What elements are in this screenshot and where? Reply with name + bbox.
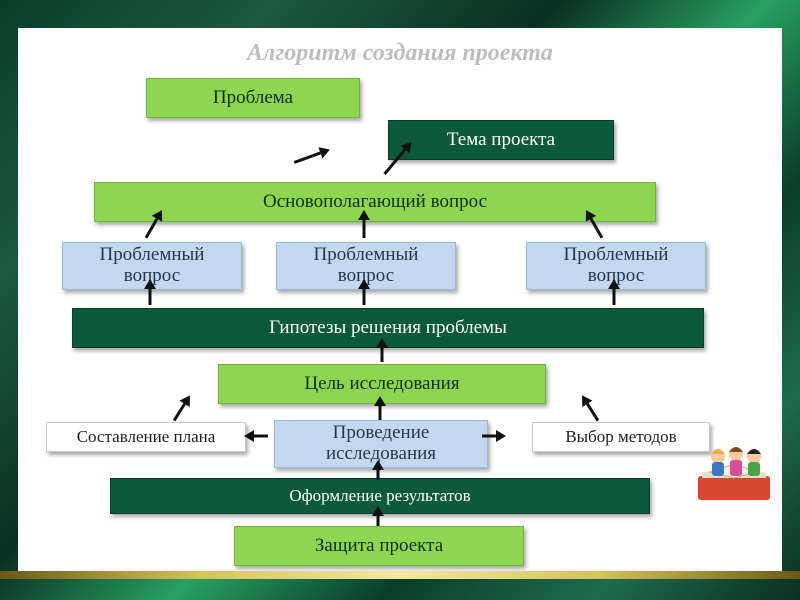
slide-outer: Алгоритм создания проекта Проблема Тема п… [0,0,800,600]
children-reading-icon [696,442,772,502]
box-zashchita: Защита проекта [234,526,524,566]
slide-panel: Алгоритм создания проекта Проблема Тема п… [18,28,782,572]
box-metody: Выбор методов [532,422,710,452]
arrow-icon [574,390,607,426]
arrow-icon [291,140,334,172]
box-plan: Составление плана [46,422,246,452]
arrow-icon [166,390,199,426]
box-osnov: Основополагающий вопрос [94,182,656,222]
arrow-icon [244,426,268,446]
slide-title: Алгоритм создания проекта [18,40,782,67]
arrow-icon [354,210,374,238]
arrow-icon [372,338,392,362]
box-tema: Тема проекта [388,120,614,160]
gold-accent-bar [0,571,800,579]
arrow-icon [368,460,388,480]
box-problema: Проблема [146,78,360,118]
arrow-icon [370,396,390,420]
arrow-icon [368,506,388,526]
arrow-icon [354,279,374,305]
arrow-icon [482,426,506,446]
arrow-icon [140,279,160,305]
arrow-icon [604,279,624,305]
